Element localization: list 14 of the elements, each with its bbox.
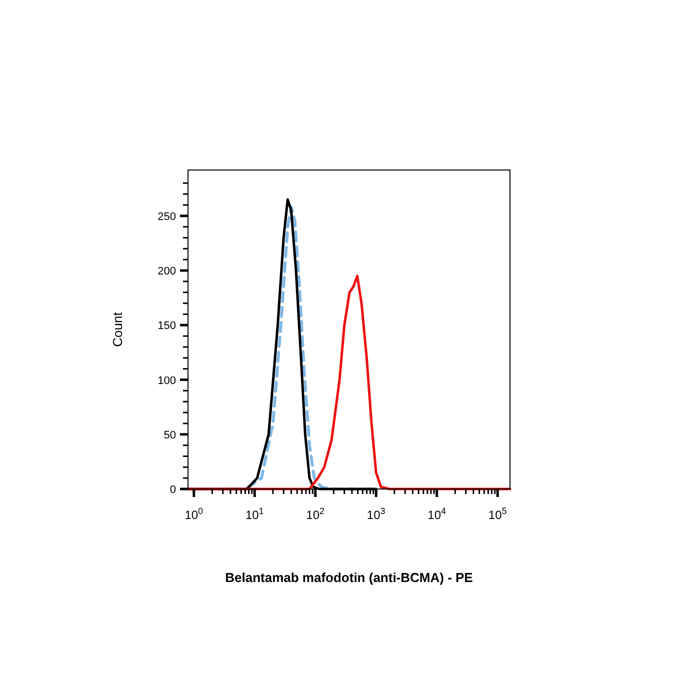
- y-tick-label: 150: [158, 320, 176, 332]
- y-tick-label: 200: [158, 266, 176, 278]
- x-tick-label: 10$^{1}$: [245, 506, 264, 522]
- y-tick-label: 0: [170, 484, 176, 496]
- x-tick-label: 10$^{0}$: [184, 506, 204, 522]
- x-tick-label: 10$^{5}$: [488, 506, 507, 522]
- y-axis-title: Count: [110, 312, 125, 347]
- x-axis-title: Belantamab mafodotin (anti-BCMA) - PE: [225, 570, 474, 585]
- x-tick-label: 10$^{3}$: [366, 506, 386, 522]
- y-tick-label: 250: [158, 210, 176, 223]
- y-tick-label: 50: [164, 429, 176, 442]
- x-tick-label: 10$^{2}$: [306, 506, 325, 522]
- y-tick-label: 100: [158, 374, 176, 387]
- x-tick-label: 10$^{4}$: [428, 506, 446, 522]
